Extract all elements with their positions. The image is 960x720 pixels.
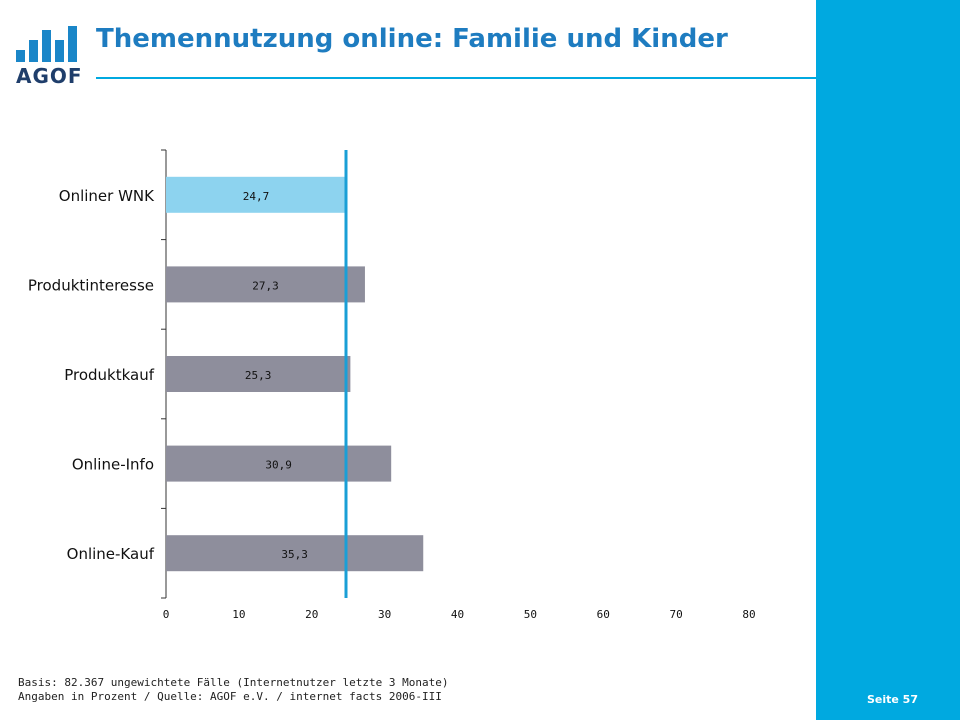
logo-bars-icon	[16, 22, 78, 62]
data-label: 27,3	[252, 279, 279, 292]
x-tick-label: 40	[451, 608, 464, 621]
footnote: Basis: 82.367 ungewichtete Fälle (Intern…	[18, 676, 448, 704]
sidebar-panel: Seite 57	[816, 0, 960, 720]
x-tick-label: 0	[163, 608, 170, 621]
x-tick-label: 80	[742, 608, 755, 621]
data-label: 35,3	[281, 548, 308, 561]
bar-chart: Onliner WNK 24,7 Produktinteresse 27,3 Produ…	[28, 149, 756, 621]
page-title: Themennutzung online: Familie und Kinder	[96, 24, 728, 54]
page-number: Seite 57	[866, 693, 918, 706]
data-label: 30,9	[265, 459, 292, 472]
category-label: Online-Kauf	[67, 545, 155, 563]
logo-text: AGOF	[16, 64, 83, 88]
category-label: Produktinteresse	[28, 276, 154, 294]
category-label: Produktkauf	[64, 366, 155, 384]
bar-3	[166, 356, 351, 392]
footnote-source: Angaben in Prozent / Quelle: AGOF e.V. /…	[18, 690, 442, 703]
data-label: 25,3	[245, 369, 272, 382]
category-label: Onliner WNK	[59, 187, 155, 205]
x-tick-label: 60	[597, 608, 610, 621]
title-rule	[96, 77, 816, 79]
x-tick-label: 50	[524, 608, 537, 621]
x-tick-label: 10	[232, 608, 245, 621]
bar-1	[166, 176, 347, 213]
x-tick-label: 20	[305, 608, 318, 621]
data-label: 24,7	[243, 190, 270, 203]
x-tick-label: 70	[670, 608, 683, 621]
x-tick-label: 30	[378, 608, 391, 621]
agof-logo: AGOF	[16, 22, 82, 92]
category-label: Online-Info	[72, 456, 154, 474]
bar-4	[166, 445, 392, 482]
bar-5	[166, 535, 424, 572]
footnote-basis: Basis: 82.367 ungewichtete Fälle (Intern…	[18, 676, 449, 689]
bar-2	[166, 266, 365, 303]
